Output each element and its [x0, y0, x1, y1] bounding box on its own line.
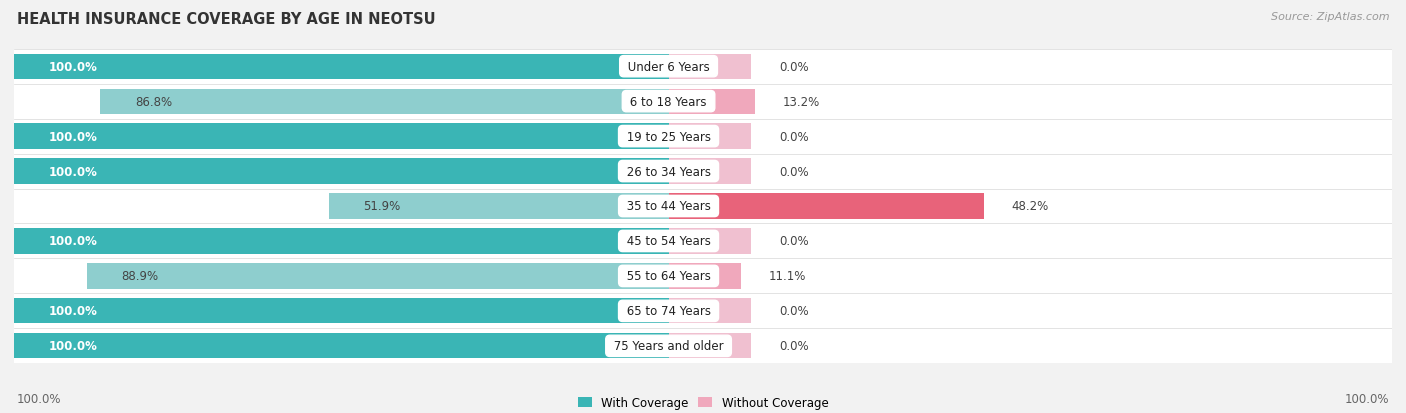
Bar [14, 159, 669, 184]
Text: 100.0%: 100.0% [48, 305, 97, 318]
Bar [14, 50, 1392, 84]
Text: 35 to 44 Years: 35 to 44 Years [623, 200, 714, 213]
Text: 0.0%: 0.0% [779, 339, 808, 352]
Text: 100.0%: 100.0% [48, 130, 97, 143]
Text: 0.0%: 0.0% [779, 165, 808, 178]
Bar [669, 159, 751, 184]
Bar [14, 124, 669, 150]
Text: 75 Years and older: 75 Years and older [610, 339, 727, 352]
Bar [669, 333, 751, 358]
Legend: With Coverage, Without Coverage: With Coverage, Without Coverage [572, 392, 834, 413]
Text: 55 to 64 Years: 55 to 64 Years [623, 270, 714, 283]
Text: 0.0%: 0.0% [779, 61, 808, 74]
Text: 11.1%: 11.1% [769, 270, 806, 283]
Bar [669, 89, 755, 114]
Text: 88.9%: 88.9% [121, 270, 159, 283]
Bar [669, 299, 751, 324]
Bar [14, 154, 1392, 189]
Text: 45 to 54 Years: 45 to 54 Years [623, 235, 714, 248]
Text: 6 to 18 Years: 6 to 18 Years [627, 95, 710, 108]
Bar [14, 55, 669, 80]
Text: 0.0%: 0.0% [779, 130, 808, 143]
Text: 100.0%: 100.0% [17, 392, 62, 405]
Bar [669, 263, 741, 289]
Bar [329, 194, 669, 219]
Text: 100.0%: 100.0% [1344, 392, 1389, 405]
Bar [14, 119, 1392, 154]
Bar [14, 189, 1392, 224]
Text: 86.8%: 86.8% [135, 95, 172, 108]
Text: 13.2%: 13.2% [783, 95, 820, 108]
Text: 65 to 74 Years: 65 to 74 Years [623, 305, 714, 318]
Text: 100.0%: 100.0% [48, 235, 97, 248]
Text: Under 6 Years: Under 6 Years [624, 61, 713, 74]
Text: 26 to 34 Years: 26 to 34 Years [623, 165, 714, 178]
Text: Source: ZipAtlas.com: Source: ZipAtlas.com [1271, 12, 1389, 22]
Bar [669, 124, 751, 150]
Text: 0.0%: 0.0% [779, 305, 808, 318]
Bar [14, 84, 1392, 119]
Text: 0.0%: 0.0% [779, 235, 808, 248]
Text: 100.0%: 100.0% [48, 165, 97, 178]
Bar [14, 333, 669, 358]
Text: 51.9%: 51.9% [363, 200, 401, 213]
Bar [14, 229, 669, 254]
Bar [14, 294, 1392, 329]
Bar [14, 259, 1392, 294]
Text: 100.0%: 100.0% [48, 61, 97, 74]
Text: 100.0%: 100.0% [48, 339, 97, 352]
Bar [14, 329, 1392, 363]
Bar [100, 89, 669, 114]
Bar [87, 263, 669, 289]
Text: 48.2%: 48.2% [1011, 200, 1049, 213]
Text: 19 to 25 Years: 19 to 25 Years [623, 130, 714, 143]
Bar [669, 194, 984, 219]
Bar [669, 229, 751, 254]
Bar [14, 224, 1392, 259]
Text: HEALTH INSURANCE COVERAGE BY AGE IN NEOTSU: HEALTH INSURANCE COVERAGE BY AGE IN NEOT… [17, 12, 436, 27]
Bar [14, 299, 669, 324]
Bar [669, 55, 751, 80]
